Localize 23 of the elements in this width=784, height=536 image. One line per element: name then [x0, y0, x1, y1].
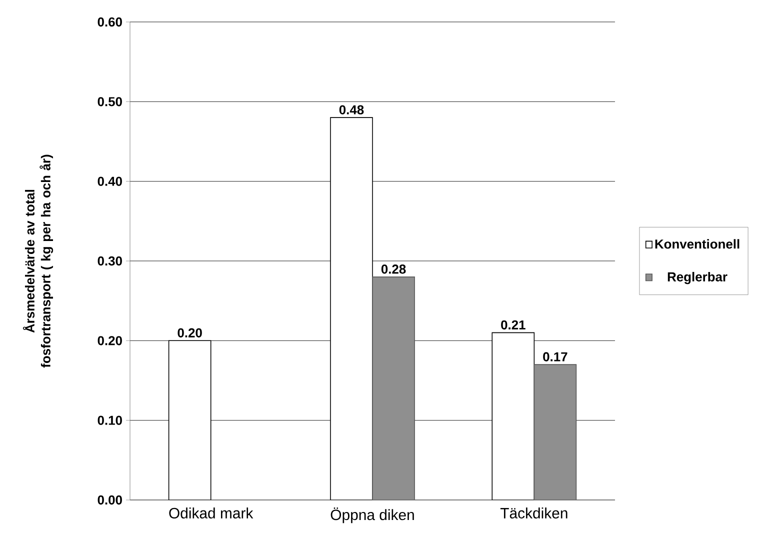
y-tick-label: 0.10 — [98, 416, 122, 425]
y-tick-label: 0.30 — [98, 256, 122, 266]
data-label: 0.17 — [543, 352, 568, 362]
y-tick-label: 0.60 — [98, 17, 122, 27]
y-tick-label: 0.40 — [98, 176, 122, 186]
y-tick-label: 0.00 — [98, 495, 122, 505]
y-tick-label: 0.20 — [98, 336, 122, 346]
y-tick-label: 0.50 — [98, 97, 122, 106]
legend-label: Reglerbar — [668, 272, 728, 284]
bar — [168, 340, 212, 500]
bar — [492, 332, 535, 500]
bar — [330, 117, 373, 500]
data-label: 0.20 — [178, 328, 202, 338]
bar — [534, 364, 577, 500]
legend-label: Konventionell — [655, 239, 740, 249]
x-tick-label: Odikad mark — [169, 508, 254, 518]
x-tick-label: Öppna diken — [330, 508, 414, 524]
y-axis-title: Årsmedelvärde av total fosfortransport ( kg per ha och år) — [22, 154, 54, 368]
data-label: 0.21 — [501, 320, 526, 330]
x-tick-label: Täckdiken — [500, 508, 568, 518]
data-label: 0.28 — [381, 264, 406, 274]
bar — [372, 276, 415, 500]
data-label: 0.48 — [339, 105, 364, 114]
